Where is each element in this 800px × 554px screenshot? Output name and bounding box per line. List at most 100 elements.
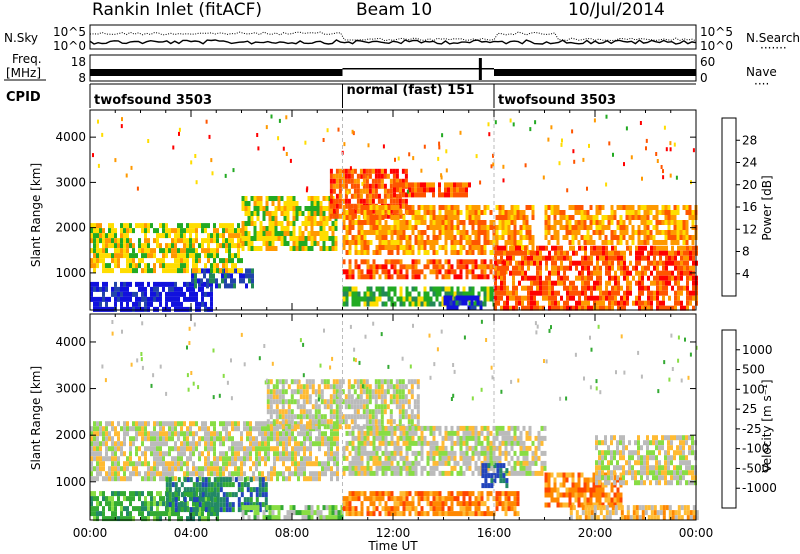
velocity-cell: [324, 431, 327, 437]
power-cell: [691, 235, 695, 240]
velocity-cell: [359, 389, 363, 395]
power-cell: [456, 259, 460, 265]
velocity-cell: [246, 431, 249, 437]
velocity-cell: [336, 466, 339, 472]
power-cell: [586, 225, 590, 230]
power-cell: [295, 236, 299, 241]
power-cell: [411, 274, 415, 280]
power-cell: [471, 240, 475, 245]
freq-band-2: [494, 69, 696, 76]
velocity-cell: [429, 455, 433, 461]
velocity-cell: [156, 516, 159, 522]
power-cell: [438, 215, 442, 220]
power-cell: [641, 275, 644, 281]
power-cell: [171, 268, 174, 274]
velocity-cell: [90, 511, 93, 517]
power-cell: [224, 278, 227, 284]
power-cell: [408, 296, 412, 302]
velocity-cell: [171, 436, 174, 442]
velocity-cell: [537, 455, 541, 461]
power-cell: [331, 196, 335, 201]
velocity-cell: [348, 440, 352, 446]
velocity-cell: [543, 425, 547, 431]
power-cell: [189, 248, 192, 254]
power-cell: [126, 233, 129, 239]
power-cell: [674, 305, 677, 311]
power-cell: [129, 281, 132, 287]
power-cell: [432, 301, 436, 307]
velocity-cell: [266, 394, 270, 400]
power-cell: [262, 231, 266, 236]
power-cell: [213, 258, 216, 264]
power-cell: [405, 205, 409, 210]
velocity-cell: [183, 421, 186, 427]
power-cell: [483, 235, 487, 240]
power-cell: [295, 201, 299, 206]
velocity-cell: [389, 414, 393, 420]
power-cell: [680, 290, 683, 296]
power-cell: [617, 305, 620, 311]
colorbar-tick-label: 20: [742, 178, 757, 192]
power-cell: [244, 221, 248, 226]
power-cell: [682, 240, 686, 245]
velocity-cell: [438, 455, 442, 461]
velocity-cell: [186, 426, 189, 432]
power-cell: [285, 115, 288, 120]
power-cell: [171, 281, 174, 287]
power-cell: [393, 240, 397, 245]
power-cell: [274, 211, 278, 216]
velocity-cell: [126, 516, 129, 522]
power-cell: [590, 270, 593, 276]
power-cell: [378, 205, 382, 210]
power-cell: [286, 201, 290, 206]
power-cell: [371, 168, 375, 174]
velocity-cell: [272, 384, 276, 390]
power-cell: [108, 306, 111, 312]
power-cell: [105, 286, 108, 292]
power-cell: [111, 306, 114, 312]
power-cell: [486, 296, 490, 302]
velocity-cell: [540, 460, 544, 466]
power-cell: [455, 295, 459, 301]
velocity-cell: [102, 506, 105, 512]
velocity-cell: [347, 394, 351, 400]
velocity-cell: [459, 455, 463, 461]
power-cell: [450, 269, 454, 275]
power-cell: [494, 245, 497, 251]
power-cell: [525, 220, 529, 225]
power-cell: [192, 223, 195, 229]
power-cell: [625, 240, 629, 245]
velocity-cell: [320, 379, 324, 385]
velocity-cell: [168, 516, 171, 522]
power-cell: [180, 306, 183, 312]
power-cell: [516, 205, 520, 210]
power-cell: [574, 220, 578, 225]
velocity-cell: [153, 501, 156, 507]
power-cell: [177, 263, 180, 269]
power-cell: [277, 206, 281, 211]
power-cell: [138, 223, 141, 229]
power-cell: [497, 250, 500, 256]
velocity-cell: [177, 466, 180, 472]
beam-title: Beam 10: [356, 0, 432, 20]
power-cell: [177, 286, 180, 292]
power-cell: [426, 291, 430, 297]
velocity-cell: [369, 470, 373, 476]
velocity-cell: [414, 450, 418, 456]
velocity-cell: [291, 456, 294, 462]
power-cell: [465, 240, 469, 245]
velocity-cell: [486, 455, 490, 461]
power-cell: [411, 286, 415, 292]
power-cell: [180, 286, 183, 292]
power-cell: [628, 235, 632, 240]
power-cell: [560, 260, 563, 266]
power-cell: [513, 220, 517, 225]
power-cell: [530, 280, 533, 286]
power-cell: [547, 220, 551, 225]
power-cell: [423, 240, 427, 245]
power-cell: [283, 201, 287, 206]
power-cell: [138, 306, 141, 312]
power-cell: [680, 260, 683, 266]
power-cell: [93, 268, 96, 274]
power-cell: [347, 188, 351, 194]
